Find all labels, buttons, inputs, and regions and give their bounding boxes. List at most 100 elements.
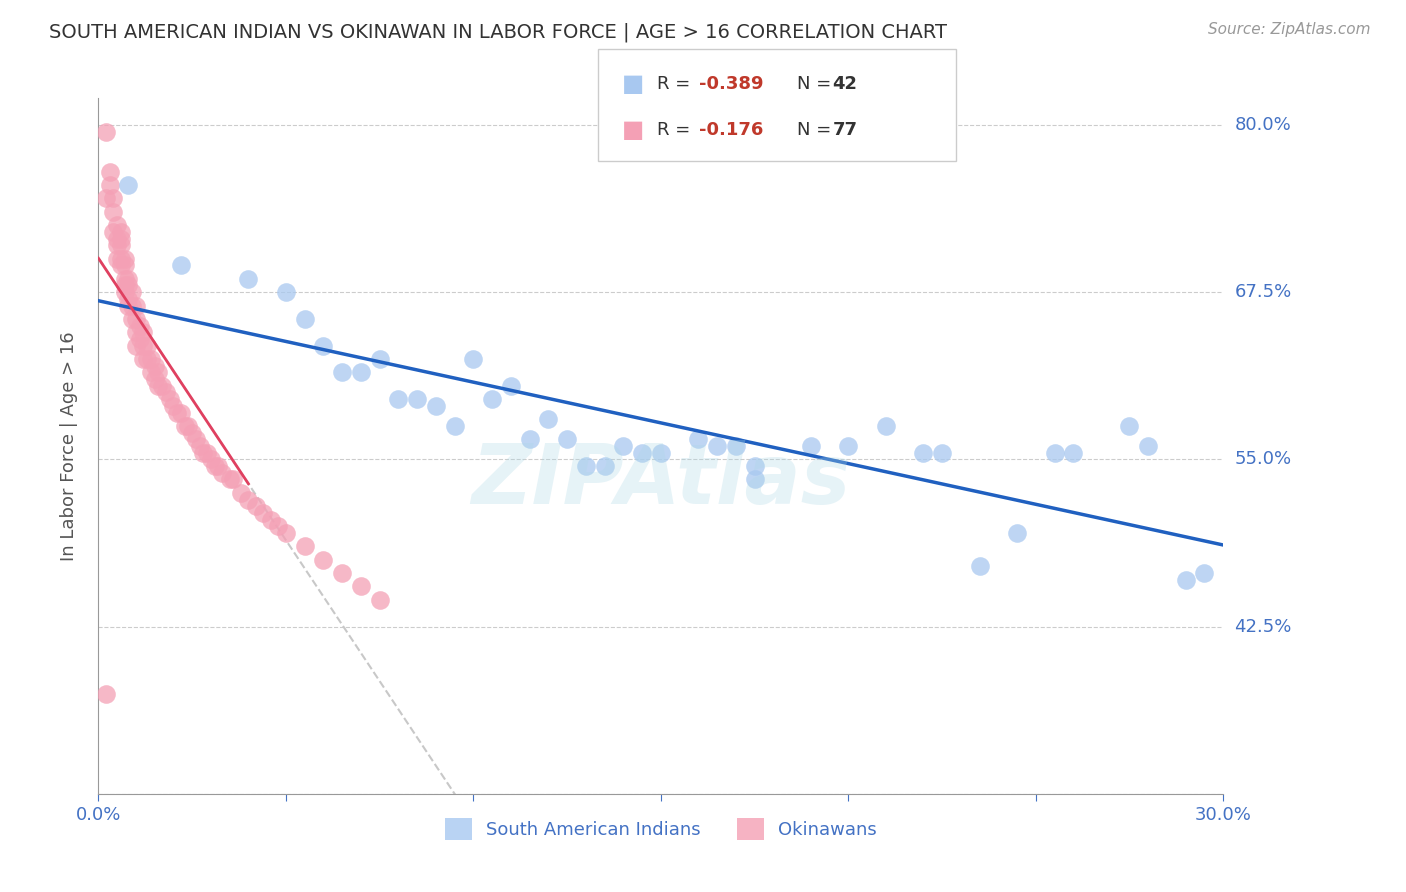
Text: -0.176: -0.176 [699,121,763,139]
Legend: South American Indians, Okinawans: South American Indians, Okinawans [437,811,884,847]
Point [245,500,267,514]
Text: 42: 42 [832,75,858,94]
Text: 77: 77 [832,121,858,139]
Point [294,312,316,326]
Point [177,419,200,434]
Point [350,580,373,594]
Point [98,178,121,193]
Point [125,326,148,340]
Point [105,219,128,233]
Text: SOUTH AMERICAN INDIAN VS OKINAWAN IN LABOR FORCE | AGE > 16 CORRELATION CHART: SOUTH AMERICAN INDIAN VS OKINAWAN IN LAB… [49,22,948,42]
Point [105,232,128,246]
Point [519,433,541,447]
Point [121,285,143,300]
Point [114,272,136,286]
Point [195,446,218,460]
Text: ■: ■ [621,119,644,143]
Point [159,392,181,407]
Point [744,473,766,487]
Point [170,259,193,273]
Point [612,439,634,453]
Point [463,352,485,367]
Point [132,326,155,340]
Point [110,252,132,266]
Point [368,352,391,367]
Point [110,232,132,246]
Point [148,366,170,380]
Point [211,466,233,480]
Text: 67.5%: 67.5% [1234,283,1292,301]
Point [204,459,226,474]
Point [229,485,252,500]
Point [143,372,166,386]
Point [188,439,211,453]
Point [650,446,672,460]
Text: 55.0%: 55.0% [1234,450,1292,468]
Point [312,339,335,353]
Point [132,352,155,367]
Point [744,459,766,474]
Point [110,238,132,252]
Text: R =: R = [657,121,696,139]
Point [267,519,290,533]
Point [162,399,184,413]
Point [193,446,215,460]
Point [114,252,136,266]
Point [330,566,353,581]
Point [103,192,125,206]
Point [117,292,139,306]
Point [173,419,195,434]
Point [117,299,139,313]
Point [294,540,316,554]
Point [132,339,155,353]
Point [1194,566,1216,581]
Point [330,366,353,380]
Point [94,125,117,139]
Point [117,272,139,286]
Point [481,392,503,407]
Text: ■: ■ [621,72,644,96]
Point [136,352,159,367]
Point [125,299,148,313]
Text: N =: N = [797,75,837,94]
Point [139,366,162,380]
Point [117,178,139,193]
Text: -0.389: -0.389 [699,75,763,94]
Point [499,379,522,393]
Point [631,446,654,460]
Point [218,473,240,487]
Point [181,425,204,440]
Point [170,406,193,420]
Point [837,439,859,453]
Point [114,259,136,273]
Text: 42.5%: 42.5% [1234,617,1292,636]
Point [1137,439,1160,453]
Point [238,272,260,286]
Point [575,459,598,474]
Point [368,593,391,607]
Point [94,687,117,701]
Point [184,433,207,447]
Point [114,285,136,300]
Point [931,446,953,460]
Point [724,439,747,453]
Point [103,205,125,219]
Point [222,473,245,487]
Point [121,312,143,326]
Point [406,392,429,407]
Point [114,278,136,293]
Point [155,385,177,400]
Text: N =: N = [797,121,837,139]
Point [350,366,373,380]
Point [387,392,409,407]
Point [593,459,616,474]
Point [1043,446,1066,460]
Point [103,225,125,239]
Point [117,278,139,293]
Point [121,299,143,313]
Point [1174,573,1197,587]
Point [136,339,159,353]
Point [800,439,823,453]
Text: Source: ZipAtlas.com: Source: ZipAtlas.com [1208,22,1371,37]
Point [706,439,728,453]
